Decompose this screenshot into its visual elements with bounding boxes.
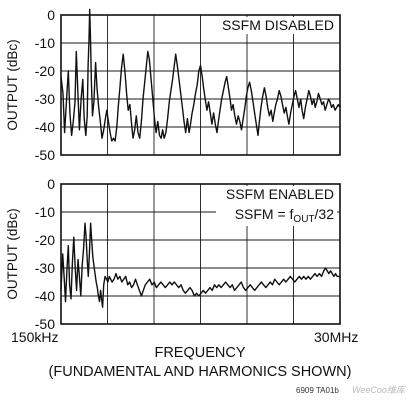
series-line-top — [60, 8, 341, 142]
y-tick-label: -30 — [35, 260, 55, 276]
y-tick-label: -30 — [35, 91, 55, 107]
annotation-bg-top — [203, 17, 337, 34]
figure-id: 6909 TA01b — [296, 386, 339, 395]
annotation-ssfm-disabled: SSFM DISABLED — [222, 17, 334, 33]
plot-frame-bottom — [60, 183, 341, 325]
x-axis-label: FREQUENCY — [154, 345, 245, 361]
annotation-ratio-sub: OUT — [293, 214, 314, 225]
y-axis-label-top: OUTPUT (dBc) — [5, 39, 20, 130]
y-tick-label: -40 — [35, 288, 55, 304]
y-tick-label: -10 — [35, 35, 55, 51]
annotation-ratio-suffix: /32 — [315, 206, 335, 222]
panel-top: 0 -10 -20 -30 -40 -50 OUTPUT (dBc) SSFM … — [5, 7, 341, 163]
y-ticks-top: 0 -10 -20 -30 -40 -50 — [35, 7, 55, 163]
y-tick-label: -20 — [35, 232, 55, 248]
x-axis-note: (FUNDAMENTAL AND HARMONICS SHOWN) — [49, 364, 352, 380]
y-tick-label: -50 — [35, 147, 55, 163]
y-tick-label: -40 — [35, 119, 55, 135]
y-ticks-bottom: 0 -10 -20 -30 -40 -50 — [35, 176, 55, 332]
y-axis-label-bottom: OUTPUT (dBc) — [5, 208, 20, 299]
y-tick-label: -50 — [35, 316, 55, 332]
watermark-text: WeeCoo维库 — [352, 385, 407, 395]
y-tick-label: 0 — [47, 7, 55, 23]
y-tick-label: 0 — [47, 176, 55, 192]
annotation-ssfm-ratio: SSFM = fOUT/32 — [235, 206, 335, 225]
annotation-ssfm-enabled: SSFM ENABLED — [226, 186, 334, 202]
y-tick-label: -10 — [35, 204, 55, 220]
panel-bottom: 0 -10 -20 -30 -40 -50 OUTPUT (dBc) SSFM … — [5, 176, 358, 380]
plot-frame-top — [60, 14, 341, 156]
annotation-ratio-prefix: SSFM = f — [235, 206, 294, 222]
annotation-bg-bottom — [216, 186, 337, 226]
series-line-bottom — [60, 222, 340, 308]
x-tick-label-left: 150kHz — [11, 329, 58, 345]
x-tick-label-right: 30MHz — [314, 329, 358, 345]
y-tick-label: -20 — [35, 63, 55, 79]
